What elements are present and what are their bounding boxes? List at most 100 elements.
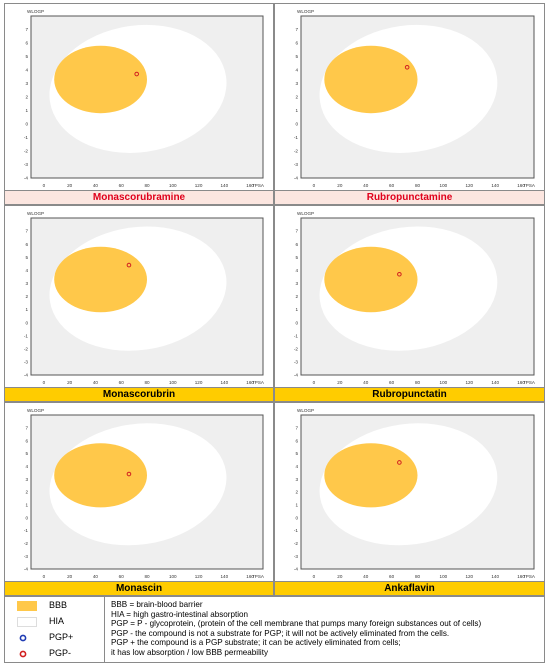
x-tick-label: 100 xyxy=(440,380,448,385)
y-tick-label: 0 xyxy=(25,122,28,127)
x-tick-label: 80 xyxy=(144,574,150,579)
x-axis-label: TPSA xyxy=(252,574,265,579)
y-tick-label: -4 xyxy=(24,176,29,181)
legend-label: BBB xyxy=(49,600,68,610)
x-tick-label: 0 xyxy=(313,380,316,385)
chart-panel: 0 20 40 60 80 100 120 140 160 7 6 5 4 3 2 1 0 -1 -2 -3 -4 WLO… xyxy=(4,402,274,596)
y-tick-label: 6 xyxy=(25,242,28,247)
chart-svg: 0 20 40 60 80 100 120 140 160 7 6 5 4 3 2 1 0 -1 -2 -3 -4 WLO… xyxy=(24,211,265,385)
bbb-region xyxy=(54,443,147,508)
y-tick-label: -3 xyxy=(24,554,29,559)
compound-title: Rubropunctatin xyxy=(275,387,544,401)
y-tick-label: 4 xyxy=(25,268,28,273)
y-tick-label: 3 xyxy=(295,477,298,482)
y-tick-label: 5 xyxy=(295,451,298,456)
y-tick-label: -1 xyxy=(24,135,29,140)
bbb-region xyxy=(324,246,418,313)
y-tick-label: -3 xyxy=(294,360,299,365)
x-tick-label: 160 xyxy=(246,183,254,188)
y-tick-label: 2 xyxy=(25,95,28,100)
legend-label: HIA xyxy=(49,616,65,626)
x-tick-label: 160 xyxy=(517,183,525,188)
y-tick-label: -1 xyxy=(24,333,29,338)
red-circle-icon xyxy=(19,650,27,658)
legend-notes: BBB = brain-blood barrier HIA = high gas… xyxy=(111,600,481,658)
x-tick-label: 80 xyxy=(415,183,421,188)
y-tick-label: 2 xyxy=(295,95,298,100)
hia-swatch xyxy=(17,617,37,627)
y-tick-label: 2 xyxy=(25,490,28,495)
y-tick-label: -2 xyxy=(24,149,29,154)
y-axis-label: WLOGP xyxy=(297,408,314,413)
x-tick-label: 80 xyxy=(415,380,421,385)
y-tick-label: 5 xyxy=(295,255,298,260)
chart-svg: 0 20 40 60 80 100 120 140 160 7 6 5 4 3 2 1 0 -1 -2 -3 -4 WLO… xyxy=(294,9,536,188)
chart-svg: 0 20 40 60 80 100 120 140 160 7 6 5 4 3 2 1 0 -1 -2 -3 -4 WLO… xyxy=(24,408,265,579)
legend-item-hia: HIA xyxy=(5,615,105,629)
y-tick-label: -4 xyxy=(294,373,299,378)
x-tick-label: 40 xyxy=(363,183,369,188)
y-tick-label: 3 xyxy=(25,477,28,482)
y-tick-label: 6 xyxy=(295,438,298,443)
compound-title: Monascorubramine xyxy=(5,190,273,204)
x-tick-label: 140 xyxy=(220,574,228,579)
chart-panel: 0 20 40 60 80 100 120 140 160 7 6 5 4 3 2 1 0 -1 -2 -3 -4 WLO… xyxy=(274,205,545,402)
x-tick-label: 60 xyxy=(389,380,395,385)
x-tick-label: 20 xyxy=(67,183,73,188)
x-tick-label: 40 xyxy=(363,380,369,385)
y-tick-label: 2 xyxy=(295,490,298,495)
legend-item-pgp-minus: PGP- xyxy=(5,647,105,661)
y-tick-label: 1 xyxy=(25,502,28,507)
x-tick-label: 40 xyxy=(363,574,369,579)
compound-title: Monascin xyxy=(5,581,273,595)
x-tick-label: 120 xyxy=(195,380,203,385)
x-tick-label: 60 xyxy=(389,574,395,579)
legend-item-bbb: BBB xyxy=(5,599,105,613)
x-tick-label: 0 xyxy=(43,183,46,188)
legend-keys: BBB HIA PGP+ PGP- xyxy=(5,597,105,662)
y-tick-label: -4 xyxy=(24,567,29,572)
y-tick-label: -1 xyxy=(294,528,299,533)
y-tick-label: 7 xyxy=(25,27,28,32)
x-tick-label: 20 xyxy=(337,183,343,188)
y-tick-label: 3 xyxy=(295,81,298,86)
chart-panel: 0 20 40 60 80 100 120 140 160 7 6 5 4 3 2 1 0 -1 -2 -3 -4 WLO… xyxy=(4,3,274,205)
compound-title: Ankaflavin xyxy=(275,581,544,595)
y-tick-label: 0 xyxy=(295,122,298,127)
y-tick-label: -2 xyxy=(294,346,299,351)
bbb-region xyxy=(54,246,147,313)
y-tick-label: 7 xyxy=(25,229,28,234)
y-tick-label: 4 xyxy=(25,68,28,73)
note-hia: HIA = high gastro-intestinal absorption xyxy=(111,609,249,619)
x-tick-label: 140 xyxy=(491,574,499,579)
x-tick-label: 20 xyxy=(337,380,343,385)
x-tick-label: 160 xyxy=(246,380,254,385)
y-axis-label: WLOGP xyxy=(297,9,314,14)
x-tick-label: 120 xyxy=(195,574,203,579)
chart-svg: 0 20 40 60 80 100 120 140 160 7 6 5 4 3 2 1 0 -1 -2 -3 -4 WLO… xyxy=(294,408,536,579)
x-tick-label: 0 xyxy=(313,574,316,579)
y-tick-label: 0 xyxy=(25,320,28,325)
y-tick-label: -3 xyxy=(24,360,29,365)
bbb-region xyxy=(324,45,418,114)
y-tick-label: 1 xyxy=(295,502,298,507)
y-axis-label: WLOGP xyxy=(297,211,314,216)
y-tick-label: 6 xyxy=(295,41,298,46)
legend-label: PGP+ xyxy=(49,632,74,642)
molecule-point xyxy=(397,271,402,277)
y-tick-label: 2 xyxy=(25,294,28,299)
y-tick-label: 1 xyxy=(25,108,28,113)
x-axis-label: TPSA xyxy=(252,183,265,188)
compound-title: Rubropunctamine xyxy=(275,190,544,204)
y-tick-label: 7 xyxy=(25,425,28,430)
legend-item-pgp-plus: PGP+ xyxy=(5,631,105,645)
bbb-region xyxy=(324,443,418,508)
y-tick-label: 3 xyxy=(25,281,28,286)
y-tick-label: -3 xyxy=(294,554,299,559)
y-tick-label: 5 xyxy=(295,54,298,59)
molecule-point xyxy=(126,262,132,268)
boiled-egg-grid: 0 20 40 60 80 100 120 140 160 7 6 5 4 3 2 1 0 -1 -2 -3 -4 WLO… xyxy=(4,3,545,663)
note-pgp-plus-cont: it has low absorption / low BBB permeabi… xyxy=(111,647,269,657)
y-axis-label: WLOGP xyxy=(27,9,44,14)
x-axis-label: TPSA xyxy=(523,380,536,385)
